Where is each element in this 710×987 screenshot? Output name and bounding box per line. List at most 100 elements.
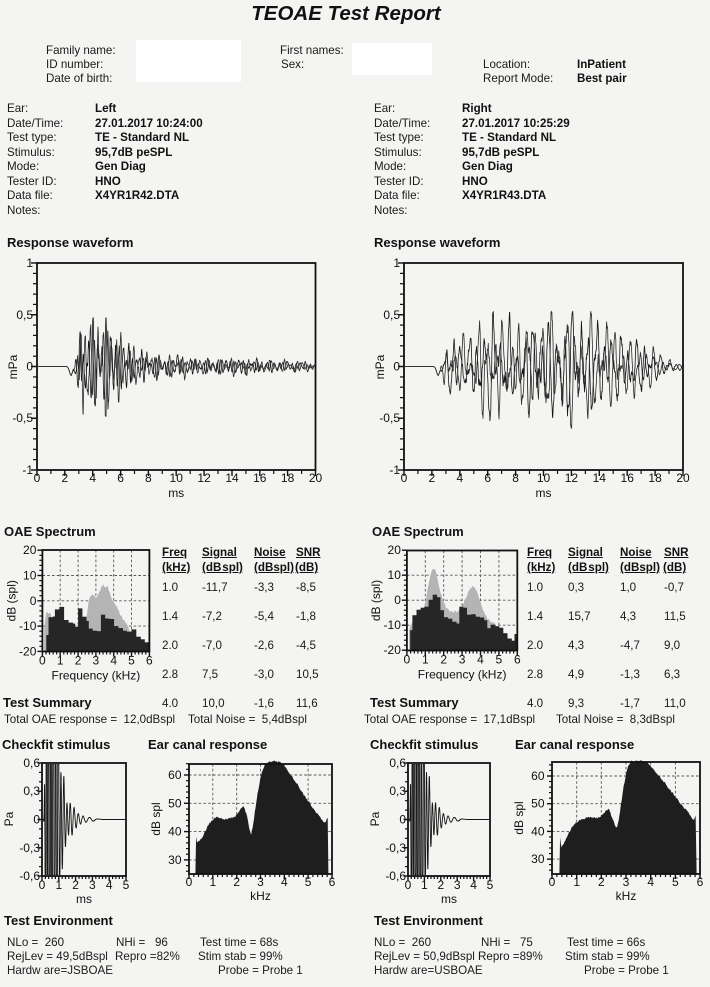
svg-text:1: 1 xyxy=(55,878,62,892)
svg-text:4: 4 xyxy=(477,653,484,667)
svg-text:5: 5 xyxy=(128,654,135,668)
svg-text:2: 2 xyxy=(598,875,605,889)
svg-text:-20: -20 xyxy=(384,643,402,657)
svg-text:2: 2 xyxy=(440,653,447,667)
svg-text:50: 50 xyxy=(531,797,545,811)
svg-text:1: 1 xyxy=(26,256,33,270)
svg-text:0: 0 xyxy=(405,878,412,892)
svg-text:0,3: 0,3 xyxy=(23,784,40,798)
svg-text:4: 4 xyxy=(110,654,117,668)
svg-text:mPa: mPa xyxy=(6,354,20,379)
svg-text:6: 6 xyxy=(329,875,336,889)
svg-text:1: 1 xyxy=(209,875,216,889)
svg-text:40: 40 xyxy=(531,824,545,838)
svg-text:3: 3 xyxy=(454,878,461,892)
svg-text:60: 60 xyxy=(168,768,182,782)
svg-text:5: 5 xyxy=(305,875,312,889)
svg-text:dB (spl): dB (spl) xyxy=(4,580,18,621)
svg-text:0: 0 xyxy=(39,878,46,892)
svg-text:0: 0 xyxy=(39,654,46,668)
svg-text:2: 2 xyxy=(437,878,444,892)
svg-text:-1: -1 xyxy=(389,463,400,477)
svg-text:2: 2 xyxy=(61,471,68,485)
svg-text:4: 4 xyxy=(470,878,477,892)
svg-text:ms: ms xyxy=(76,892,92,906)
svg-text:10: 10 xyxy=(388,568,402,582)
svg-text:kHz: kHz xyxy=(250,889,271,903)
svg-text:6: 6 xyxy=(484,471,491,485)
svg-text:3: 3 xyxy=(89,878,96,892)
svg-text:0,6: 0,6 xyxy=(23,756,40,770)
svg-text:14: 14 xyxy=(593,471,607,485)
svg-text:16: 16 xyxy=(253,471,267,485)
svg-text:3: 3 xyxy=(459,653,466,667)
svg-text:30: 30 xyxy=(168,853,182,867)
svg-text:6: 6 xyxy=(697,875,704,889)
svg-text:-20: -20 xyxy=(19,644,37,658)
svg-text:-0,6: -0,6 xyxy=(385,869,406,883)
svg-text:1: 1 xyxy=(393,256,400,270)
svg-text:-0,5: -0,5 xyxy=(12,411,33,425)
svg-text:40: 40 xyxy=(168,825,182,839)
svg-text:Frequency (kHz): Frequency (kHz) xyxy=(52,669,141,683)
svg-text:0: 0 xyxy=(30,594,37,608)
svg-text:0: 0 xyxy=(26,360,33,374)
svg-text:-1: -1 xyxy=(22,463,33,477)
svg-text:18: 18 xyxy=(648,471,662,485)
svg-text:0: 0 xyxy=(399,813,406,827)
svg-text:0,5: 0,5 xyxy=(383,308,400,322)
svg-text:6: 6 xyxy=(146,654,153,668)
svg-text:2: 2 xyxy=(429,471,436,485)
svg-text:0,3: 0,3 xyxy=(389,784,406,798)
svg-text:Frequency (kHz): Frequency (kHz) xyxy=(418,668,507,682)
svg-text:3: 3 xyxy=(257,875,264,889)
svg-text:8: 8 xyxy=(145,471,152,485)
svg-text:2: 2 xyxy=(72,878,79,892)
svg-text:8: 8 xyxy=(512,471,519,485)
svg-text:10: 10 xyxy=(537,471,551,485)
svg-text:1: 1 xyxy=(57,654,64,668)
svg-text:20: 20 xyxy=(309,471,323,485)
svg-text:10: 10 xyxy=(170,471,184,485)
svg-text:12: 12 xyxy=(197,471,211,485)
svg-text:20: 20 xyxy=(676,471,690,485)
svg-text:14: 14 xyxy=(225,471,239,485)
svg-text:1: 1 xyxy=(422,653,429,667)
svg-text:4: 4 xyxy=(647,875,654,889)
svg-text:6: 6 xyxy=(117,471,124,485)
svg-text:5: 5 xyxy=(672,875,679,889)
svg-text:0: 0 xyxy=(394,593,401,607)
svg-text:-0,6: -0,6 xyxy=(19,869,40,883)
svg-text:4: 4 xyxy=(106,878,113,892)
svg-text:1: 1 xyxy=(573,875,580,889)
svg-text:-0,3: -0,3 xyxy=(19,841,40,855)
svg-text:Pa: Pa xyxy=(2,811,16,826)
svg-text:1: 1 xyxy=(421,878,428,892)
svg-text:10: 10 xyxy=(23,569,37,583)
svg-text:-10: -10 xyxy=(384,618,402,632)
svg-text:0: 0 xyxy=(401,471,408,485)
svg-text:5: 5 xyxy=(123,878,130,892)
svg-text:4: 4 xyxy=(281,875,288,889)
svg-text:18: 18 xyxy=(281,471,295,485)
svg-text:2: 2 xyxy=(233,875,240,889)
svg-text:50: 50 xyxy=(168,796,182,810)
svg-text:ms: ms xyxy=(536,486,552,500)
svg-text:6: 6 xyxy=(514,653,521,667)
svg-text:-0,5: -0,5 xyxy=(379,411,400,425)
svg-text:4: 4 xyxy=(456,471,463,485)
svg-text:0: 0 xyxy=(549,875,556,889)
svg-text:12: 12 xyxy=(565,471,579,485)
svg-text:-10: -10 xyxy=(19,619,37,633)
svg-text:0: 0 xyxy=(186,875,193,889)
svg-text:0,5: 0,5 xyxy=(16,308,33,322)
svg-text:kHz: kHz xyxy=(616,889,637,903)
svg-text:0: 0 xyxy=(404,653,411,667)
svg-text:5: 5 xyxy=(487,878,494,892)
svg-text:16: 16 xyxy=(621,471,635,485)
svg-text:3: 3 xyxy=(623,875,630,889)
svg-text:4: 4 xyxy=(89,471,96,485)
svg-text:5: 5 xyxy=(496,653,503,667)
svg-text:3: 3 xyxy=(93,654,100,668)
svg-text:0: 0 xyxy=(393,360,400,374)
